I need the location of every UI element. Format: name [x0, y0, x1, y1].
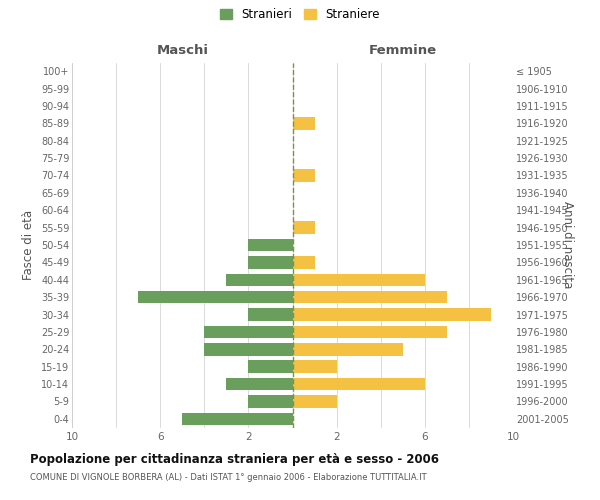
Text: COMUNE DI VIGNOLE BORBERA (AL) - Dati ISTAT 1° gennaio 2006 - Elaborazione TUTTI: COMUNE DI VIGNOLE BORBERA (AL) - Dati IS…	[30, 474, 427, 482]
Bar	[138, 291, 293, 304]
Bar	[248, 308, 293, 321]
Bar	[293, 308, 491, 321]
Bar	[204, 343, 293, 355]
Bar	[204, 326, 293, 338]
Bar	[293, 117, 314, 130]
Bar	[248, 360, 293, 373]
Bar	[226, 378, 293, 390]
Y-axis label: Anni di nascita: Anni di nascita	[561, 202, 574, 288]
Legend: Stranieri, Straniere: Stranieri, Straniere	[218, 6, 382, 24]
Y-axis label: Fasce di età: Fasce di età	[22, 210, 35, 280]
Bar	[293, 360, 337, 373]
Text: Popolazione per cittadinanza straniera per età e sesso - 2006: Popolazione per cittadinanza straniera p…	[30, 452, 439, 466]
Bar	[293, 256, 314, 268]
Bar	[248, 256, 293, 268]
Bar	[293, 222, 314, 234]
Bar	[248, 238, 293, 252]
Bar	[248, 395, 293, 407]
Bar	[293, 169, 314, 181]
Bar	[226, 274, 293, 286]
Bar	[293, 291, 447, 304]
Bar	[182, 412, 293, 425]
Bar	[293, 274, 425, 286]
Text: Maschi: Maschi	[156, 44, 208, 58]
Bar	[293, 326, 447, 338]
Bar	[293, 378, 425, 390]
Text: Femmine: Femmine	[368, 44, 437, 58]
Bar	[293, 343, 403, 355]
Bar	[293, 395, 337, 407]
